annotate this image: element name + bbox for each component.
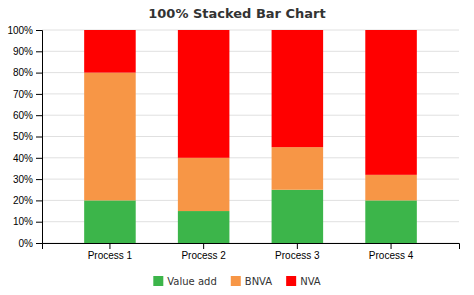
bar xyxy=(178,158,230,211)
bar xyxy=(84,73,136,201)
bar xyxy=(365,30,417,175)
bar xyxy=(272,147,324,190)
tick: Process 3 xyxy=(275,243,320,261)
tick: Process 4 xyxy=(369,243,414,261)
axis-line xyxy=(43,244,460,250)
title: 100% Stacked Bar Chart xyxy=(148,6,326,21)
tick-mark xyxy=(36,73,42,74)
tick-mark xyxy=(36,158,42,159)
legend-label: NVA xyxy=(300,276,321,287)
tick-label: 100% xyxy=(7,25,33,36)
x-axis: Process 1 Process 2 Process 3 Process 4 xyxy=(43,243,460,261)
legend-swatch xyxy=(231,276,241,286)
tick-mark xyxy=(36,51,42,52)
tick: 20% xyxy=(13,195,42,206)
tick-label: 40% xyxy=(13,153,33,164)
tick: 80% xyxy=(13,67,42,78)
legend-item: NVA xyxy=(286,276,321,287)
tick-mark xyxy=(203,243,204,249)
chart: 100% Stacked Bar Chart 0% 10% 20% 30% 40% 50% 6… xyxy=(0,0,474,295)
series xyxy=(84,30,417,175)
tick: 30% xyxy=(13,174,42,185)
tick-label: Process 2 xyxy=(181,250,226,261)
tick-label: 70% xyxy=(13,89,33,100)
tick-mark xyxy=(36,30,42,31)
tick-mark xyxy=(297,243,298,249)
bars xyxy=(84,30,417,243)
tick: 100% xyxy=(7,25,42,36)
tick-label: 90% xyxy=(13,46,33,57)
tick: Process 1 xyxy=(88,243,133,261)
bar xyxy=(365,175,417,201)
tick-label: 80% xyxy=(13,67,33,78)
tick-label: 30% xyxy=(13,174,33,185)
legend-label: BNVA xyxy=(245,276,273,287)
bar xyxy=(178,211,230,243)
bar xyxy=(272,30,324,147)
bar xyxy=(365,200,417,243)
tick-mark xyxy=(36,243,42,244)
legend-swatch xyxy=(153,276,163,286)
tick-label: 20% xyxy=(13,195,33,206)
tick-label: 50% xyxy=(13,131,33,142)
y-axis: 0% 10% 20% 30% 40% 50% 60% 70% 80% 90% 100% xyxy=(7,25,42,249)
bar xyxy=(272,190,324,243)
tick-mark xyxy=(391,243,392,249)
tick: 40% xyxy=(13,153,42,164)
bar xyxy=(84,200,136,243)
tick-label: 60% xyxy=(13,110,33,121)
tick: 0% xyxy=(19,238,42,249)
legend-item: Value add xyxy=(153,276,216,287)
tick-mark xyxy=(36,94,42,95)
tick-label: 10% xyxy=(13,216,33,227)
tick-label: Process 1 xyxy=(88,250,133,261)
tick: 50% xyxy=(13,131,42,142)
tick-mark xyxy=(36,222,42,223)
tick: 70% xyxy=(13,89,42,100)
tick-mark xyxy=(109,243,110,249)
tick: 10% xyxy=(13,216,42,227)
tick-mark xyxy=(36,115,42,116)
tick-label: 0% xyxy=(19,238,34,249)
tick-mark xyxy=(36,179,42,180)
tick-label: Process 4 xyxy=(369,250,414,261)
tick: 90% xyxy=(13,46,42,57)
legend-swatch xyxy=(286,276,296,286)
bar xyxy=(84,30,136,73)
tick-mark xyxy=(36,137,42,138)
bar xyxy=(178,30,230,158)
tick: Process 2 xyxy=(181,243,226,261)
plot: 0% 10% 20% 30% 40% 50% 60% 70% 80% 90% 100% Process… xyxy=(7,25,459,261)
legend-item: BNVA xyxy=(231,276,273,287)
tick-label: Process 3 xyxy=(275,250,320,261)
tick: 60% xyxy=(13,110,42,121)
grid xyxy=(42,30,459,243)
legend: Value add BNVA NVA xyxy=(153,276,321,287)
legend-label: Value add xyxy=(167,276,216,287)
axis-line xyxy=(36,31,43,244)
tick-mark xyxy=(36,200,42,201)
